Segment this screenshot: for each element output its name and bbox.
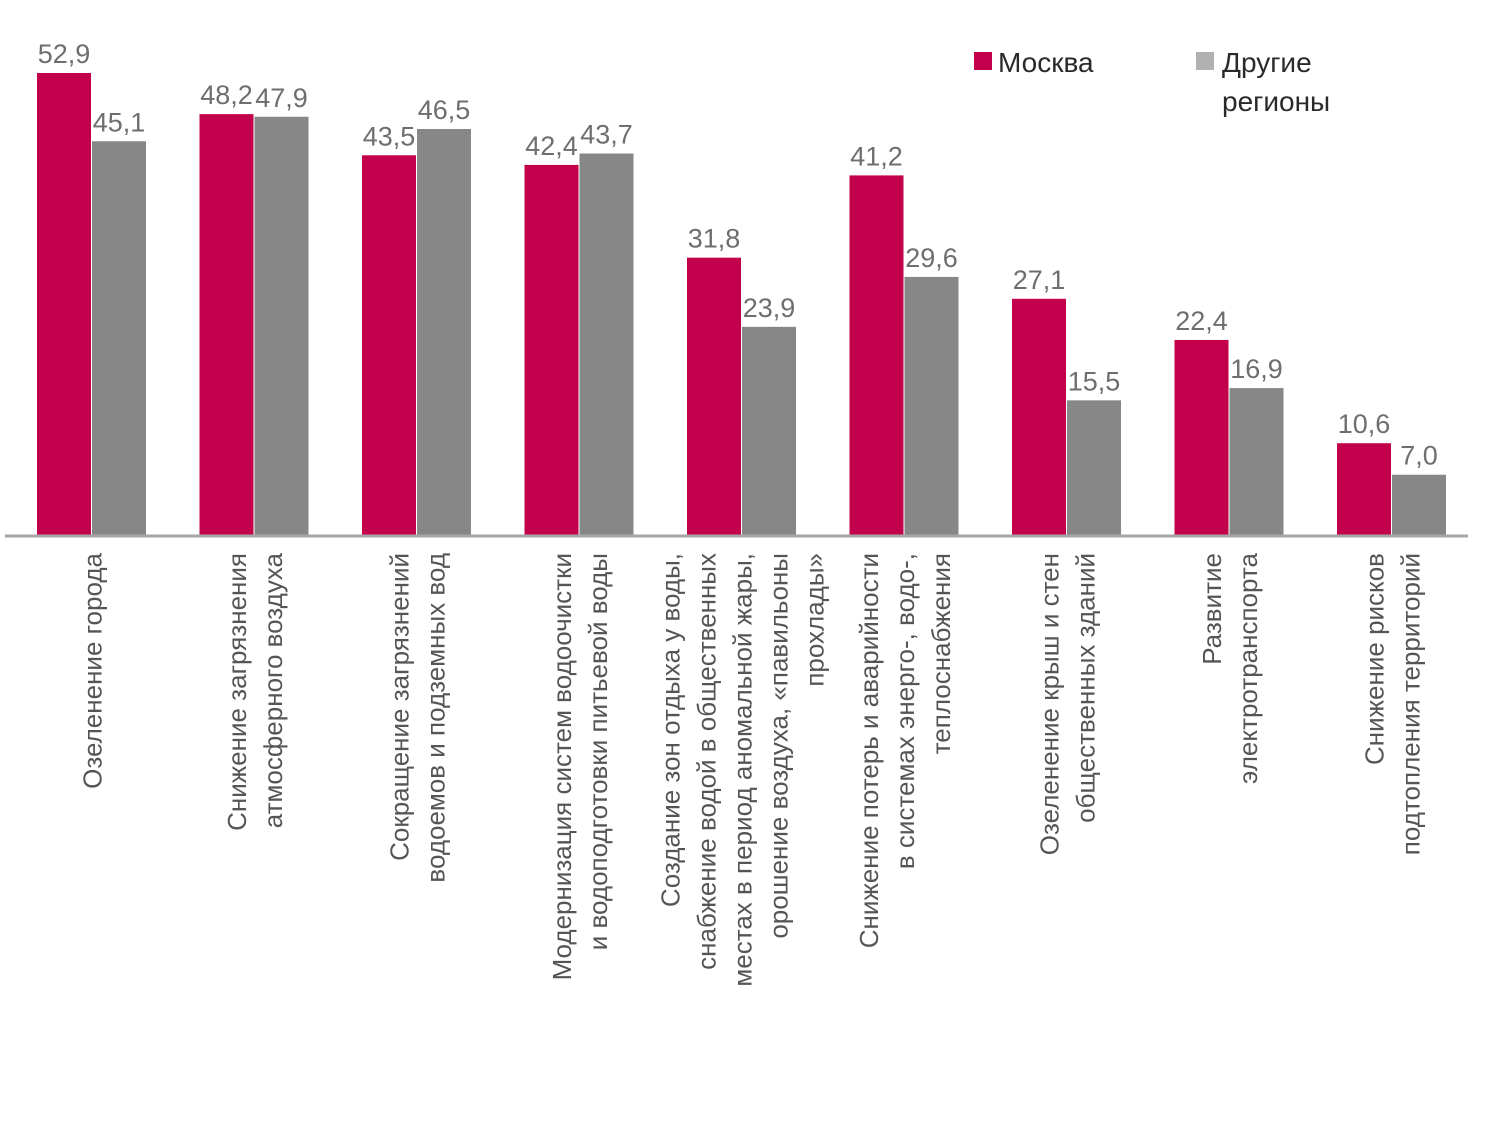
bar-moscow-5 <box>849 175 904 536</box>
value-label-other-regions-4: 23,9 <box>743 293 796 323</box>
bar-moscow-0 <box>37 73 91 536</box>
value-label-moscow-5: 41,2 <box>850 141 903 171</box>
value-label-moscow-4: 31,8 <box>688 224 741 254</box>
category-label-8-line-0: Снижение рисков <box>1360 553 1390 765</box>
category-label-3-line-0: Модернизация систем водоочистки <box>547 553 577 980</box>
value-label-moscow-2: 43,5 <box>363 121 416 151</box>
legend-swatch-other-regions <box>1196 52 1214 70</box>
category-label-4-line-1: снабжение водой в общественных <box>692 553 722 970</box>
bar-other-regions-4 <box>742 326 796 536</box>
category-label-4-line-0: Создание зон отдыха у воды, <box>656 553 686 907</box>
bar-other-regions-6 <box>1067 400 1121 536</box>
bars-layer <box>37 73 1446 537</box>
category-label-4: Создание зон отдыха у воды, снабжение вод… <box>656 553 830 987</box>
bar-moscow-4 <box>687 257 741 536</box>
bar-other-regions-5 <box>904 276 959 536</box>
value-label-other-regions-8: 7,0 <box>1400 441 1438 471</box>
category-label-8: Снижение рисков подтопления территорий <box>1360 553 1426 855</box>
value-label-other-regions-3: 43,7 <box>580 120 633 150</box>
category-label-0: Озеленение города <box>78 552 108 788</box>
bar-moscow-8 <box>1337 443 1391 536</box>
value-label-other-regions-6: 15,5 <box>1068 366 1121 396</box>
value-label-other-regions-0: 45,1 <box>93 107 146 137</box>
bar-other-regions-1 <box>254 116 309 537</box>
bar-moscow-3 <box>524 164 579 536</box>
value-label-other-regions-2: 46,5 <box>418 95 471 125</box>
category-label-2-line-0: Сокращение загрязнений <box>385 553 415 861</box>
bar-moscow-6 <box>1012 298 1066 536</box>
category-label-4-line-4: прохлады» <box>800 553 830 687</box>
bar-moscow-2 <box>362 155 416 536</box>
category-label-3: Модернизация систем водоочистки и водопод… <box>547 553 613 980</box>
bar-other-regions-7 <box>1229 388 1284 536</box>
value-label-moscow-1: 48,2 <box>200 80 253 110</box>
category-label-1: Снижение загрязнения атмосферного воздуха <box>222 552 288 830</box>
bar-moscow-7 <box>1174 339 1229 536</box>
bar-other-regions-2 <box>417 129 471 536</box>
value-label-moscow-0: 52,9 <box>38 39 91 69</box>
bar-other-regions-3 <box>579 153 634 537</box>
category-label-4-line-2: местах в период аномальной жары, <box>728 553 758 987</box>
category-label-4-line-3: орошение воздуха, «павильоны <box>764 553 794 939</box>
category-label-5-line-1: в системах энерго-, водо-, <box>890 553 920 869</box>
bar-other-regions-0 <box>92 141 146 536</box>
category-label-8-line-1: подтопления территорий <box>1396 553 1426 855</box>
value-label-other-regions-1: 47,9 <box>255 83 308 113</box>
category-label-0-line-0: Озеленение города <box>78 552 108 788</box>
category-label-7: Развитие электротранспорта <box>1197 552 1263 783</box>
category-label-1-line-0: Снижение загрязнения <box>222 553 252 831</box>
category-label-5: Снижение потерь и аварийности в системах … <box>854 553 956 948</box>
value-label-other-regions-5: 29,6 <box>905 243 958 273</box>
value-label-moscow-8: 10,6 <box>1338 409 1391 439</box>
category-label-3-line-1: и водоподготовки питьевой воды <box>583 553 613 950</box>
legend-label-moscow: Москва <box>998 47 1094 78</box>
value-label-moscow-6: 27,1 <box>1013 265 1066 295</box>
category-label-1-line-1: атмосферного воздуха <box>258 552 288 828</box>
value-label-moscow-7: 22,4 <box>1175 306 1228 336</box>
bar-other-regions-8 <box>1392 474 1446 536</box>
category-label-6-line-1: общественных зданий <box>1071 553 1101 823</box>
legend: Москва Другие регионы <box>974 47 1330 117</box>
value-label-other-regions-7: 16,9 <box>1230 354 1283 384</box>
category-label-6: Озеленение крыш и стен общественных здани… <box>1035 553 1101 855</box>
category-label-5-line-2: теплоснабжения <box>926 553 956 754</box>
value-labels-layer: 52,9 48,2 43,5 42,4 31,8 41,2 27,1 22,4 10,6 45,1… <box>38 39 1438 471</box>
bar-moscow-1 <box>199 114 254 536</box>
category-labels-layer: Озеленение города Снижение загрязнения атм… <box>78 552 1426 986</box>
category-label-5-line-0: Снижение потерь и аварийности <box>854 553 884 948</box>
category-label-7-line-1: электротранспорта <box>1233 552 1263 783</box>
category-label-6-line-0: Озеленение крыш и стен <box>1035 553 1065 855</box>
category-label-2: Сокращение загрязнений водоемов и подземн… <box>385 553 451 883</box>
legend-label-other-regions-line1: Другие <box>1222 47 1312 78</box>
value-label-moscow-3: 42,4 <box>525 131 578 161</box>
category-label-7-line-0: Развитие <box>1197 553 1227 665</box>
legend-swatch-moscow <box>974 52 992 70</box>
category-label-2-line-1: водоемов и подземных вод <box>421 553 451 883</box>
legend-label-other-regions-line2: регионы <box>1222 86 1330 117</box>
